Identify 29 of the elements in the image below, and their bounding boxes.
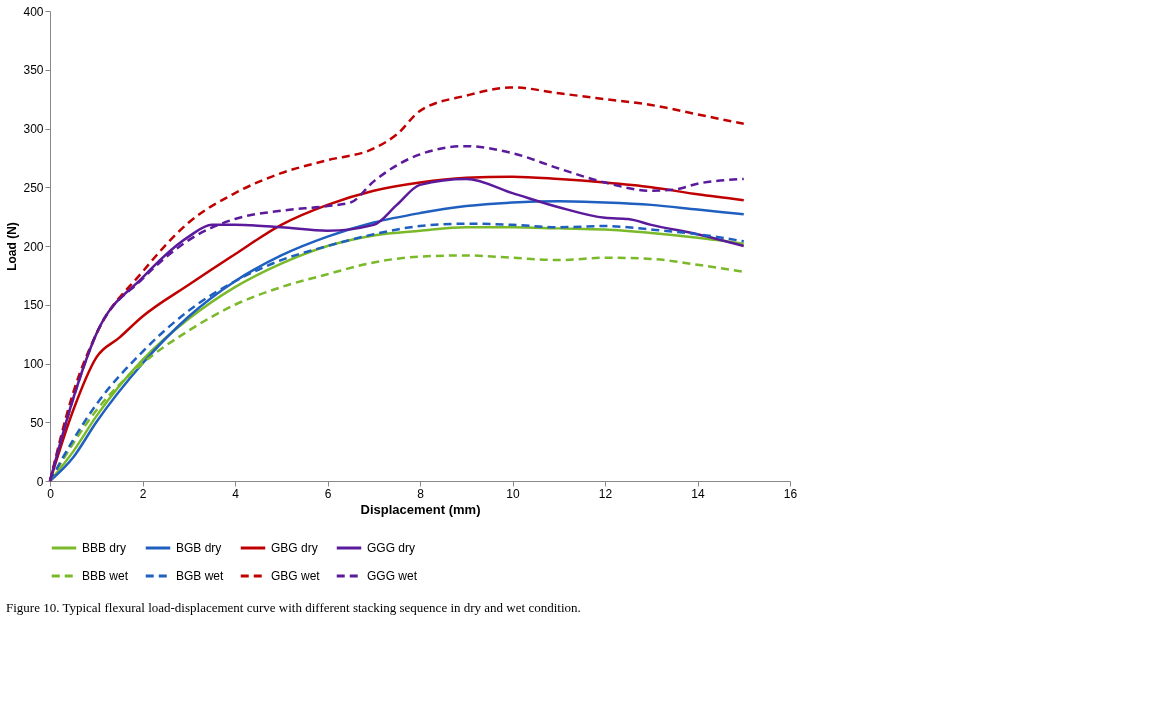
legend-label: GGG wet [367, 569, 418, 583]
x-tick-label: 8 [417, 486, 425, 501]
x-tick-label: 2 [139, 486, 147, 501]
caption: Figure 10. Typical flexural load-displacement curve with different stacking sequence in dry and wet condition. [5, 600, 581, 615]
legend-label: GBG wet [271, 569, 321, 583]
legend-label: BBB wet [82, 569, 129, 583]
legend-label: BGB dry [176, 541, 222, 555]
y-tick-label: 200 [23, 239, 44, 254]
y-tick-label: 100 [23, 357, 44, 371]
legend-label: GBG dry [271, 541, 318, 555]
x-tick-label: 0 [47, 486, 55, 501]
x-tick-label: 12 [598, 486, 613, 501]
y-tick-label: 50 [30, 415, 44, 430]
x-tick-label: 10 [506, 486, 520, 501]
legend-label: BGB wet [176, 569, 225, 583]
y-tick-label: 350 [23, 63, 44, 78]
x-tick-label: 4 [232, 486, 240, 501]
x-tick-label: 6 [324, 486, 332, 501]
x-axis-title: Displacement (mm) [360, 501, 481, 517]
y-tick-label: 0 [36, 474, 44, 489]
y-axis-title: Load (N) [5, 222, 20, 271]
x-tick-label: 16 [783, 486, 798, 501]
legend-label: GGG dry [367, 541, 416, 555]
x-tick-label: 14 [691, 486, 705, 501]
y-tick-label: 300 [23, 122, 44, 136]
y-tick-label: 250 [23, 180, 44, 195]
y-tick-label: 150 [23, 298, 44, 313]
legend-label: BBB dry [82, 541, 127, 555]
y-tick-label: 400 [23, 4, 44, 19]
